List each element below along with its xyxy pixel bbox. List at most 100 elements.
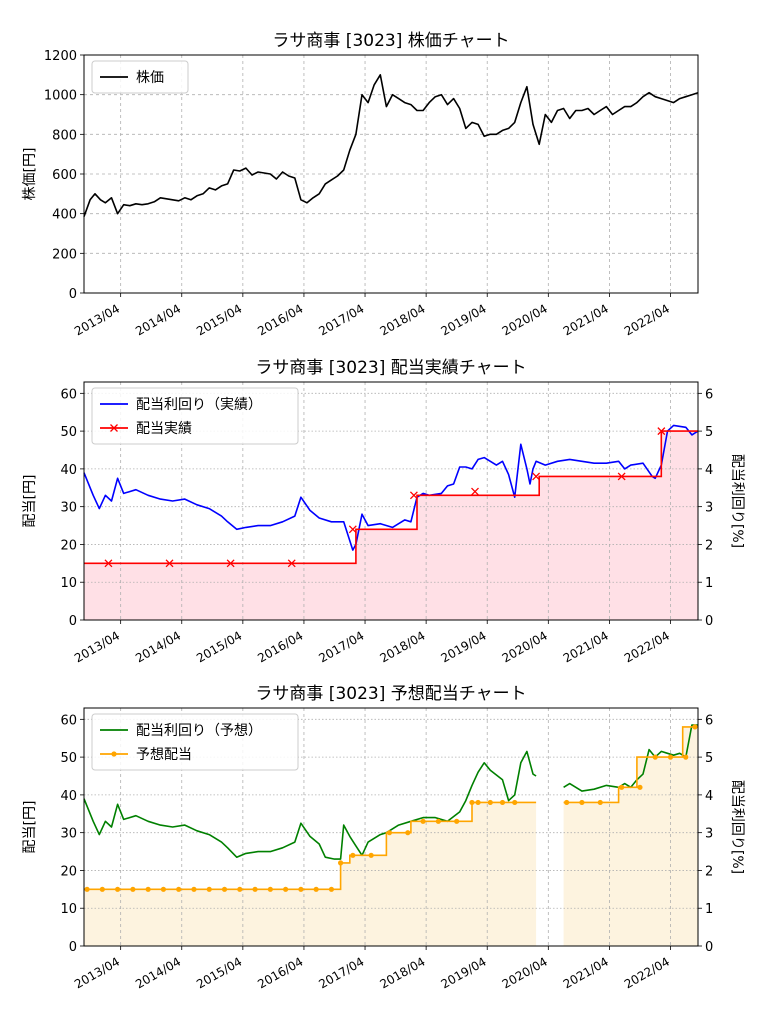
dividend-fill-area xyxy=(84,431,698,620)
x-tick-label: 2017/04 xyxy=(316,301,366,338)
series-yield-line xyxy=(83,750,537,860)
x-tick-label: 2020/04 xyxy=(500,954,550,991)
x-tick-label: 2021/04 xyxy=(561,301,611,338)
x-tick-label: 2022/04 xyxy=(622,301,672,338)
y2-tick-label: 5 xyxy=(705,425,713,440)
y2-tick-label: 2 xyxy=(705,538,713,553)
dividend-marker xyxy=(368,852,374,858)
x-tick-label: 2014/04 xyxy=(133,954,183,991)
y-tick-label: 0 xyxy=(69,940,77,955)
y2-tick-label: 5 xyxy=(705,751,713,766)
dividend-marker xyxy=(619,784,625,790)
dividend-marker xyxy=(287,559,296,568)
y2-tick-label: 6 xyxy=(705,713,713,728)
dividend-marker xyxy=(191,886,197,892)
dividend-marker xyxy=(637,784,643,790)
dividend-marker xyxy=(454,818,460,824)
series-price-line xyxy=(83,74,699,217)
x-tick-label: 2015/04 xyxy=(194,628,244,665)
dividend-marker xyxy=(597,799,603,806)
x-tick-label: 2018/04 xyxy=(377,301,427,338)
dividend-marker xyxy=(420,818,426,824)
chart-title: ラサ商事 [3023] 予想配当チャート xyxy=(255,684,526,704)
y-axis-label: 配当[円] xyxy=(22,475,38,528)
dividend-marker xyxy=(532,472,541,481)
dividend-marker xyxy=(409,491,418,500)
y-tick-label: 60 xyxy=(60,713,77,728)
x-tick-label: 2021/04 xyxy=(561,954,611,991)
x-tick-label: 2020/04 xyxy=(500,301,550,338)
y2-tick-label: 0 xyxy=(705,940,713,955)
x-tick-label: 2018/04 xyxy=(377,954,427,991)
dividend-marker xyxy=(683,754,689,760)
y-axis-label: 配当[円] xyxy=(22,801,38,854)
dividend-marker xyxy=(652,754,658,760)
legend-box xyxy=(91,713,299,771)
y-tick-label: 40 xyxy=(60,463,77,478)
dividend-marker xyxy=(298,886,304,892)
chart-title: ラサ商事 [3023] 株価チャート xyxy=(272,31,509,51)
dividend-marker xyxy=(692,724,698,730)
dividend-marker xyxy=(350,852,356,858)
series-yield-line xyxy=(563,724,698,792)
y-tick-label: 40 xyxy=(60,789,77,804)
legend-label: 配当利回り（実績） xyxy=(136,397,262,413)
dividend-marker xyxy=(145,886,151,892)
legend-marker xyxy=(111,751,117,757)
dividend-marker xyxy=(499,799,506,806)
x-tick-label: 2016/04 xyxy=(255,628,305,665)
y-axis-label: 株価[円] xyxy=(22,148,38,201)
plot-frame xyxy=(83,54,699,294)
y2-tick-label: 4 xyxy=(705,789,713,804)
y-tick-label: 20 xyxy=(60,864,77,879)
dividend-marker xyxy=(252,886,258,892)
y-tick-label: 50 xyxy=(60,425,77,440)
dividend-fill-area xyxy=(563,726,698,946)
y-tick-label: 30 xyxy=(60,501,77,516)
chart-title: ラサ商事 [3023] 配当実績チャート xyxy=(255,358,526,378)
dividend-history-chart: ラサ商事 [3023] 配当実績チャート 0 10 20 30 40 50 60 0 1 2 3 4 5 6… xyxy=(22,358,745,666)
x-tick-label: 2020/04 xyxy=(500,628,550,665)
x-tick-label: 2019/04 xyxy=(439,954,489,991)
dividend-marker xyxy=(487,799,493,806)
y2-tick-label: 1 xyxy=(705,576,713,591)
y-tick-label: 10 xyxy=(60,902,77,917)
y-tick-label: 400 xyxy=(52,208,77,223)
dividend-marker xyxy=(313,886,319,892)
dividend-marker xyxy=(237,886,243,892)
x-tick-label: 2021/04 xyxy=(561,628,611,665)
y2-tick-label: 0 xyxy=(705,614,713,629)
dividend-fill-area xyxy=(84,802,537,946)
x-tick-label: 2022/04 xyxy=(622,954,672,991)
dividend-marker xyxy=(617,472,626,481)
dividend-marker xyxy=(99,886,105,892)
y-tick-label: 0 xyxy=(69,287,77,302)
x-tick-label: 2013/04 xyxy=(72,301,122,338)
dividend-marker xyxy=(283,886,289,892)
dividend-marker xyxy=(84,886,90,892)
y-tick-label: 1000 xyxy=(44,89,77,104)
x-tick-label: 2014/04 xyxy=(133,628,183,665)
legend-label: 配当実績 xyxy=(136,421,192,437)
dividend-marker xyxy=(386,830,393,836)
dividend-marker xyxy=(104,559,113,568)
dividend-marker xyxy=(475,799,481,806)
plot-frame xyxy=(83,707,699,947)
dividend-marker xyxy=(221,886,228,892)
dividend-marker xyxy=(206,886,212,892)
dividend-marker xyxy=(328,886,335,892)
dividend-marker xyxy=(667,754,674,760)
x-tick-label: 2014/04 xyxy=(133,301,183,338)
legend-box xyxy=(91,387,299,445)
stock-price-chart: ラサ商事 [3023] 株価チャート 0 200 400 600 800 1000 1200 2… xyxy=(22,31,699,339)
dividend-marker xyxy=(165,559,174,568)
y2-axis-label: 配当利回り[%] xyxy=(729,780,745,874)
dividend-marker xyxy=(267,886,273,892)
dividend-marker xyxy=(348,525,357,534)
y-tick-label: 200 xyxy=(52,247,77,262)
x-tick-label: 2013/04 xyxy=(72,628,122,665)
y2-tick-label: 1 xyxy=(705,902,713,917)
dividend-marker xyxy=(405,830,411,836)
x-tick-label: 2016/04 xyxy=(255,301,305,338)
